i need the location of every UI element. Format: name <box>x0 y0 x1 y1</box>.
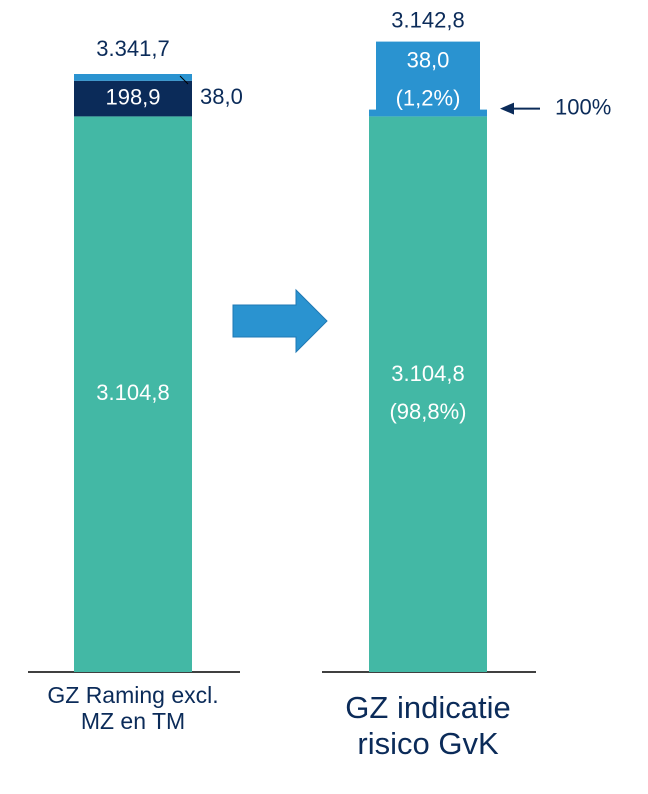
transition-arrow <box>232 288 328 354</box>
leader-line <box>179 75 189 85</box>
value-label: 3.104,8 <box>391 361 464 386</box>
bar-segment <box>74 74 192 81</box>
share-label: (1,2%) <box>396 85 461 110</box>
annotation-arrowhead <box>500 102 514 115</box>
total-label: 3.341,7 <box>96 36 169 61</box>
annotation: 100% <box>555 94 611 119</box>
bar-segment <box>74 116 192 673</box>
value-label: 38,0 <box>200 84 243 109</box>
label-box <box>376 41 480 116</box>
bar-segment <box>369 116 487 673</box>
value-label: 3.104,8 <box>96 380 169 405</box>
total-label: 3.142,8 <box>391 7 464 32</box>
share-label: (98,8%) <box>389 399 466 424</box>
bar-segment <box>74 80 192 117</box>
x-tick-label: GZ indicatie risico GvK <box>345 690 511 761</box>
value-label: 38,0 <box>407 47 450 72</box>
value-label: 198,9 <box>105 84 160 109</box>
x-tick-label: GZ Raming excl. MZ en TM <box>47 682 219 735</box>
